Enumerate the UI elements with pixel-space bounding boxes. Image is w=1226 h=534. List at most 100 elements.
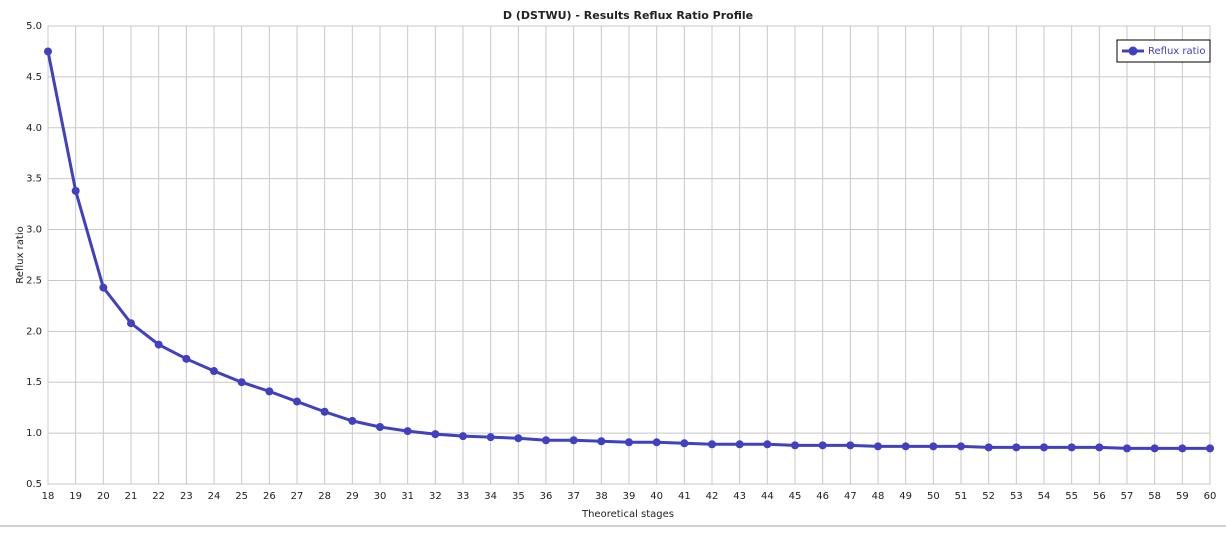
data-point: [1040, 443, 1048, 452]
x-tick-label: 40: [650, 491, 663, 502]
data-point: [680, 439, 689, 448]
data-point: [708, 440, 716, 449]
data-point: [1150, 444, 1159, 453]
x-tick-label: 43: [733, 491, 746, 502]
x-tick-label: 20: [97, 491, 110, 502]
data-point: [1012, 443, 1021, 452]
x-tick-label: 49: [899, 491, 912, 502]
x-tick-label: 19: [69, 491, 82, 502]
y-tick-label: 0.5: [26, 479, 42, 490]
x-tick-label: 35: [512, 491, 525, 502]
data-point: [625, 438, 633, 447]
data-point: [514, 434, 523, 443]
legend-label: Reflux ratio: [1148, 46, 1205, 57]
y-tick-label: 2.5: [26, 275, 42, 286]
data-point: [597, 437, 606, 446]
y-tick-label: 2.0: [26, 326, 42, 337]
x-tick-label: 44: [761, 491, 774, 502]
x-tick-label: 25: [235, 491, 248, 502]
x-tick-label: 33: [457, 491, 470, 502]
data-point: [154, 340, 163, 349]
x-tick-label: 54: [1038, 491, 1051, 502]
data-point: [182, 354, 191, 363]
x-tick-label: 45: [789, 491, 802, 502]
x-tick-label: 18: [42, 491, 55, 502]
data-point: [99, 283, 108, 292]
data-point: [486, 433, 495, 442]
x-tick-label: 41: [678, 491, 691, 502]
data-point: [210, 367, 218, 376]
x-tick-label: 24: [208, 491, 221, 502]
data-point: [846, 441, 855, 450]
x-tick-label: 32: [429, 491, 442, 502]
x-tick-label: 38: [595, 491, 608, 502]
y-tick-label: 1.5: [26, 377, 42, 388]
data-point: [431, 430, 440, 439]
x-tick-label: 50: [927, 491, 940, 502]
y-tick-label: 5.0: [26, 21, 42, 32]
legend-box: [1116, 39, 1211, 63]
x-tick-label: 30: [374, 491, 387, 502]
x-tick-label: 59: [1176, 491, 1189, 502]
x-tick-label: 48: [872, 491, 885, 502]
data-point: [957, 442, 965, 451]
data-point: [818, 441, 827, 450]
x-tick-label: 27: [291, 491, 304, 502]
data-point: [1178, 444, 1187, 453]
x-tick-label: 31: [401, 491, 414, 502]
x-tick-label: 53: [1010, 491, 1023, 502]
data-point: [652, 438, 661, 447]
x-tick-label: 26: [263, 491, 276, 502]
x-tick-label: 39: [623, 491, 636, 502]
x-tick-label: 60: [1204, 491, 1217, 502]
data-point: [874, 442, 882, 451]
x-tick-label: 58: [1148, 491, 1161, 502]
x-tick-label: 47: [844, 491, 857, 502]
data-point: [901, 442, 910, 451]
x-tick-label: 21: [125, 491, 138, 502]
data-point: [984, 443, 993, 452]
x-tick-label: 46: [816, 491, 829, 502]
data-point: [376, 423, 384, 432]
data-point: [1123, 444, 1131, 453]
x-tick-label: 29: [346, 491, 359, 502]
x-tick-label: 28: [318, 491, 331, 502]
legend-swatch: [1128, 46, 1138, 56]
data-point: [71, 186, 80, 195]
data-point: [44, 47, 52, 56]
data-point: [735, 440, 744, 449]
data-point: [763, 440, 772, 449]
data-point: [459, 432, 467, 441]
y-axis-label: Reflux ratio: [15, 226, 26, 283]
data-point: [1067, 443, 1076, 452]
data-point: [237, 378, 246, 387]
y-tick-label: 4.0: [26, 123, 42, 134]
data-point: [265, 387, 274, 396]
x-tick-label: 34: [484, 491, 497, 502]
y-tick-label: 3.5: [26, 174, 42, 185]
data-point: [569, 436, 578, 445]
y-tick-label: 3.0: [26, 225, 42, 236]
data-point: [791, 441, 799, 450]
x-tick-label: 42: [706, 491, 719, 502]
x-tick-label: 51: [955, 491, 968, 502]
data-point: [320, 407, 329, 416]
chart-title: D (DSTWU) - Results Reflux Ratio Profile: [503, 9, 753, 22]
y-tick-label: 4.5: [26, 72, 42, 83]
x-tick-label: 56: [1093, 491, 1106, 502]
x-tick-label: 23: [180, 491, 193, 502]
data-point: [1206, 444, 1214, 453]
x-tick-label: 22: [152, 491, 165, 502]
data-point: [929, 442, 938, 451]
x-tick-label: 37: [567, 491, 580, 502]
x-tick-label: 55: [1065, 491, 1078, 502]
data-point: [348, 416, 357, 425]
data-point: [403, 427, 412, 436]
x-tick-label: 52: [982, 491, 995, 502]
data-point: [542, 436, 550, 445]
x-axis-label: Theoretical stages: [581, 509, 674, 520]
data-point: [1095, 443, 1104, 452]
x-tick-label: 36: [540, 491, 553, 502]
